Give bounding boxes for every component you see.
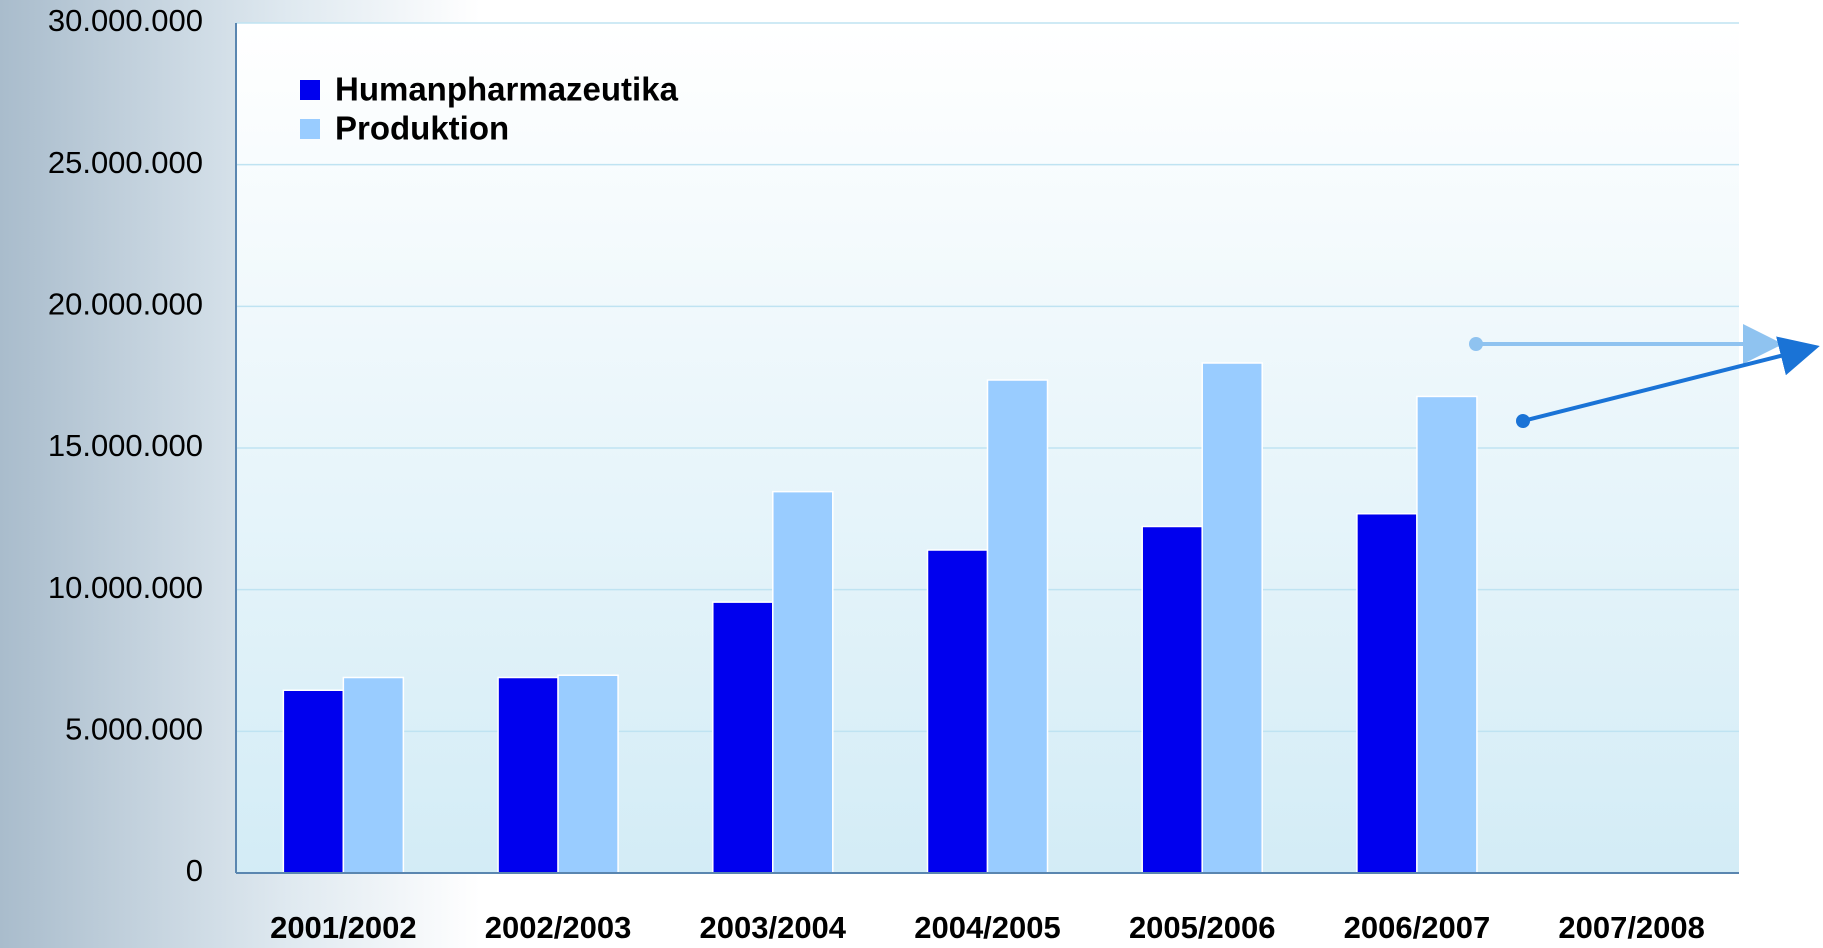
x-tick-label: 2001/2002 [270,910,417,945]
legend-label: Produktion [335,110,509,147]
bar [558,675,618,873]
bar [1142,526,1202,873]
y-tick-label: 30.000.000 [48,3,203,38]
y-tick-label: 15.000.000 [48,428,203,463]
x-tick-label: 2006/2007 [1344,910,1491,945]
x-tick-label: 2003/2004 [700,910,847,945]
bar [1417,396,1477,873]
bar [343,678,403,874]
legend-swatch [300,119,320,139]
x-tick-label: 2002/2003 [485,910,632,945]
y-tick-label: 20.000.000 [48,287,203,322]
arrow-dot [1469,337,1483,351]
x-tick-label: 2005/2006 [1129,910,1276,945]
y-tick-label: 5.000.000 [65,712,203,747]
bar [283,690,343,873]
legend-swatch [300,80,320,100]
bar [1357,514,1417,873]
y-tick-label: 25.000.000 [48,145,203,180]
x-tick-label: 2004/2005 [914,910,1061,945]
y-tick-label: 10.000.000 [48,570,203,605]
bar [988,380,1048,873]
bar [773,492,833,873]
bar [1202,363,1262,873]
legend-label: Humanpharmazeutika [335,71,679,108]
bar [713,602,773,873]
page: 0 5.000.000 10.000.000 15.000.000 20.000.000… [0,0,1823,948]
y-tick-label: 0 [186,853,203,888]
x-tick-label: 2007/2008 [1558,910,1705,945]
arrow-dot [1516,414,1530,428]
chart: 0 5.000.000 10.000.000 15.000.000 20.000.000… [0,0,1823,948]
bar [498,678,558,874]
bar [928,550,988,873]
